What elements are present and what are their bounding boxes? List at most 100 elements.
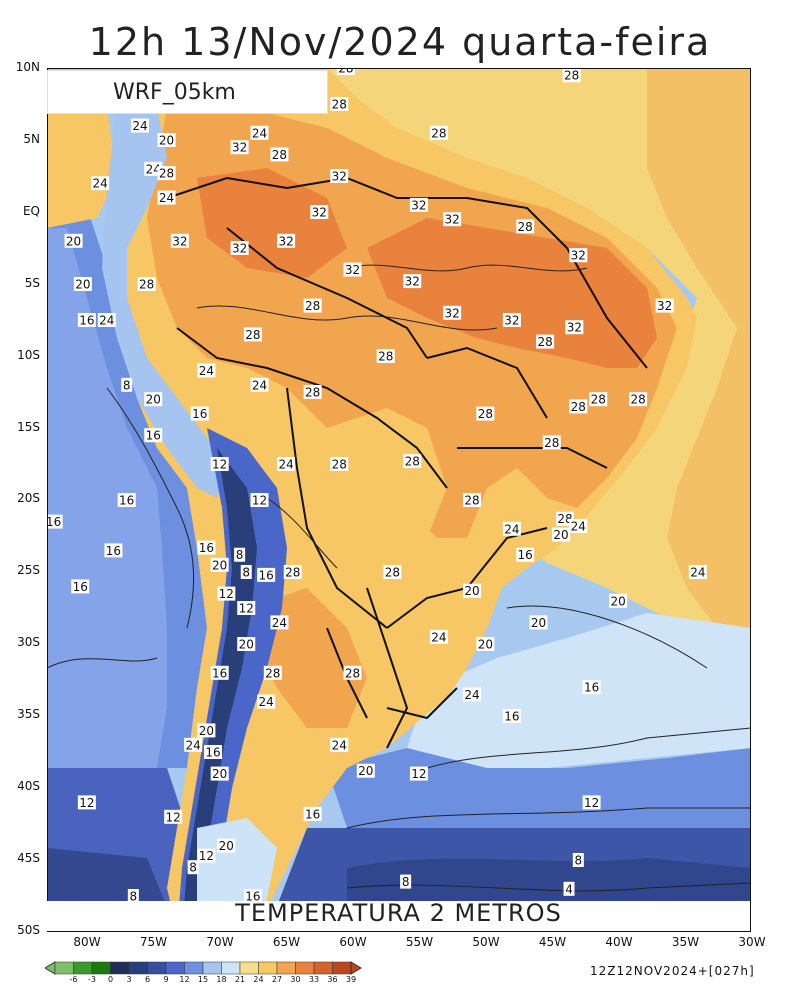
lat-tick-label: 30S xyxy=(17,635,40,650)
svg-text:28: 28 xyxy=(591,393,606,407)
contour-value-label: 12 xyxy=(217,586,236,601)
lat-tick-label: 35S xyxy=(17,707,40,722)
lon-tick-label: 70W xyxy=(206,935,234,949)
contour-value-label: 32 xyxy=(230,241,249,256)
svg-text:24: 24 xyxy=(690,566,705,580)
lat-tick-label: 5S xyxy=(24,275,40,290)
map-title: 12h 13/Nov/2024 quarta-feira xyxy=(88,20,712,64)
contour-value-label: 12 xyxy=(164,809,183,824)
contour-value-label: 28 xyxy=(589,392,608,407)
contour-value-label: 32 xyxy=(502,313,521,328)
contour-value-label: 16 xyxy=(117,493,136,508)
svg-text:32: 32 xyxy=(345,263,360,277)
svg-text:28: 28 xyxy=(464,494,479,508)
contour-value-label: 32 xyxy=(655,298,674,313)
contour-value-label: 24 xyxy=(250,125,269,140)
svg-text:24: 24 xyxy=(332,738,347,752)
contour-value-label: 20 xyxy=(210,766,229,781)
svg-text:20: 20 xyxy=(464,584,479,598)
run-info: 12Z12NOV2024+[027h] xyxy=(590,964,755,978)
contour-value-label: 8 xyxy=(240,565,252,580)
svg-text:32: 32 xyxy=(504,314,519,328)
svg-text:20: 20 xyxy=(611,594,626,608)
colorbar-tick-label: 36 xyxy=(327,975,338,984)
contour-value-label: 28 xyxy=(343,665,362,680)
svg-text:24: 24 xyxy=(252,378,267,392)
lon-tick-label: 55W xyxy=(405,935,434,949)
colorbar-tick-label: -6 xyxy=(69,975,78,984)
lon-tick-label: 80W xyxy=(73,935,101,949)
svg-text:24: 24 xyxy=(99,314,114,328)
contour-value-label: 32 xyxy=(443,212,462,227)
colorbar-swatch xyxy=(332,961,352,975)
svg-text:28: 28 xyxy=(385,566,400,580)
svg-text:20: 20 xyxy=(159,134,174,148)
svg-text:28: 28 xyxy=(139,278,154,292)
svg-text:28: 28 xyxy=(159,167,174,181)
svg-text:32: 32 xyxy=(405,275,420,289)
contour-value-label: 28 xyxy=(516,219,535,234)
contour-value-label: 32 xyxy=(330,169,349,184)
svg-text:20: 20 xyxy=(531,616,546,630)
contour-value-label: 24 xyxy=(463,687,482,702)
colorbar-swatch xyxy=(147,961,167,975)
colorbar-swatch xyxy=(221,961,241,975)
contour-value-label: 8 xyxy=(572,853,584,868)
contour-value-label: 32 xyxy=(565,320,584,335)
contour-value-label: 16 xyxy=(197,540,216,555)
atlantic-warm-region xyxy=(327,68,751,633)
lon-tick-label: 50W xyxy=(472,935,500,949)
contour-value-label: 32 xyxy=(403,274,422,289)
svg-text:8: 8 xyxy=(123,378,131,392)
svg-text:28: 28 xyxy=(478,407,493,421)
colorbar-left-arrow xyxy=(45,961,56,975)
contour-value-label: 28 xyxy=(330,457,349,472)
model-name: WRF_05km xyxy=(113,80,236,105)
contour-value-label: 28 xyxy=(403,454,422,469)
svg-text:32: 32 xyxy=(411,198,426,212)
contour-value-label: 28 xyxy=(303,298,322,313)
svg-text:24: 24 xyxy=(259,695,274,709)
svg-text:20: 20 xyxy=(219,839,234,853)
svg-text:28: 28 xyxy=(564,69,579,83)
svg-text:16: 16 xyxy=(146,429,161,443)
colorbar-swatch xyxy=(73,961,93,975)
svg-text:16: 16 xyxy=(192,407,207,421)
contour-value-label: 16 xyxy=(243,889,262,904)
svg-text:20: 20 xyxy=(66,234,81,248)
svg-text:16: 16 xyxy=(518,548,533,562)
svg-text:24: 24 xyxy=(185,738,200,752)
contour-value-label: 12 xyxy=(250,493,269,508)
svg-text:16: 16 xyxy=(199,541,214,555)
lat-tick-label: 20S xyxy=(17,491,40,506)
contour-value-label: 28 xyxy=(463,493,482,508)
svg-text:16: 16 xyxy=(47,515,61,529)
lon-tick-label: 75W xyxy=(139,935,168,949)
svg-text:32: 32 xyxy=(232,141,247,155)
contour-value-label: 20 xyxy=(210,557,229,572)
contour-value-label: 28 xyxy=(283,565,302,580)
contour-value-label: 8 xyxy=(127,889,139,904)
contour-value-label: 24 xyxy=(270,615,289,630)
svg-text:24: 24 xyxy=(92,177,107,191)
contour-value-label: 28 xyxy=(336,68,355,76)
lon-tick-label: 65W xyxy=(272,935,301,949)
contour-value-label: 16 xyxy=(71,579,90,594)
svg-text:32: 32 xyxy=(172,234,187,248)
contour-value-label: 28 xyxy=(303,385,322,400)
svg-text:8: 8 xyxy=(189,861,197,875)
svg-text:20: 20 xyxy=(75,278,90,292)
colorbar-tick-label: -3 xyxy=(88,975,96,984)
south-atlantic-light xyxy=(407,613,751,768)
lat-tick-label: 5N xyxy=(23,131,40,146)
contour-lines xyxy=(47,264,751,892)
svg-text:24: 24 xyxy=(278,458,293,472)
lat-tick-label: 25S xyxy=(17,563,40,578)
svg-text:16: 16 xyxy=(106,544,121,558)
colorbar-tick-label: 3 xyxy=(126,975,132,984)
svg-text:24: 24 xyxy=(199,364,214,378)
contour-value-label: 28 xyxy=(376,349,395,364)
contour-value-label: 28 xyxy=(330,97,349,112)
svg-text:8: 8 xyxy=(575,854,583,868)
lat-tick-label: 15S xyxy=(17,419,40,434)
